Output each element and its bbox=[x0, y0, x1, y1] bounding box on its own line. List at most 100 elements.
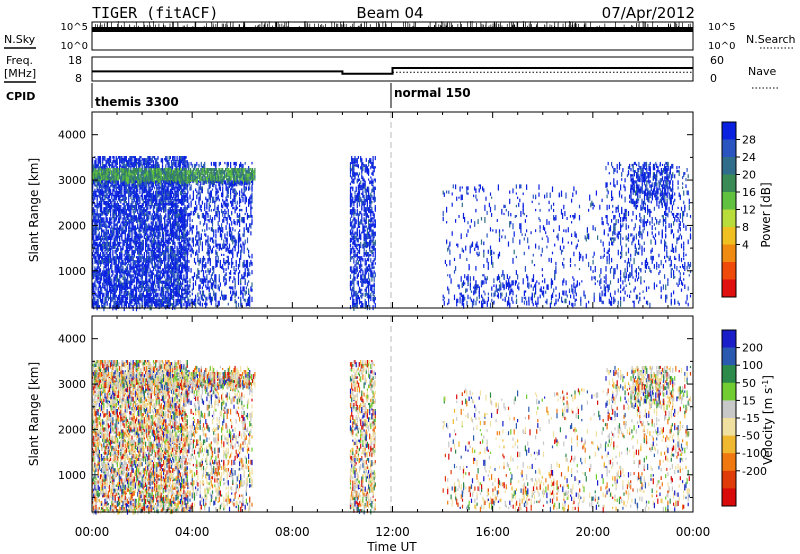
echo-cell bbox=[98, 276, 100, 280]
echo-cell bbox=[211, 296, 214, 302]
echo-cell bbox=[209, 215, 211, 220]
echo-cell bbox=[245, 196, 247, 203]
echo-cell bbox=[98, 294, 100, 300]
echo-cell bbox=[167, 166, 169, 169]
echo-cell bbox=[160, 270, 162, 274]
echo-cell bbox=[102, 198, 104, 202]
echo-cell bbox=[214, 204, 216, 211]
echo-cell bbox=[147, 233, 149, 236]
echo-cell bbox=[202, 223, 205, 227]
echo-cell bbox=[161, 158, 164, 163]
echo-cell bbox=[154, 241, 156, 247]
echo-cell bbox=[111, 182, 113, 186]
echo-cell bbox=[174, 290, 176, 297]
echo-cell bbox=[106, 274, 108, 279]
echo-cell bbox=[132, 278, 134, 284]
echo-cell bbox=[117, 229, 120, 236]
echo-cell bbox=[101, 188, 103, 193]
echo-cell bbox=[164, 223, 166, 230]
echo-cell bbox=[226, 245, 228, 251]
echo-cell bbox=[207, 235, 209, 240]
echo-cell bbox=[179, 190, 182, 196]
echo-cell bbox=[92, 243, 94, 249]
echo-cell bbox=[218, 278, 220, 283]
echo-cell bbox=[152, 194, 155, 198]
echo-cell bbox=[101, 276, 103, 281]
echo-cell bbox=[105, 268, 107, 273]
echo-cell bbox=[224, 243, 226, 249]
echo-cell bbox=[183, 166, 185, 169]
echo-cell bbox=[150, 301, 152, 306]
echo-cell bbox=[233, 290, 235, 295]
echo-cell bbox=[242, 219, 244, 224]
echo-cell bbox=[184, 284, 186, 290]
echo-cell bbox=[251, 270, 253, 275]
echo-cell bbox=[140, 172, 142, 179]
echo-cell bbox=[158, 184, 160, 188]
echo-cell bbox=[154, 256, 156, 261]
echo-cell bbox=[183, 198, 185, 204]
echo-cell bbox=[208, 292, 210, 296]
echo-cell bbox=[177, 252, 179, 257]
echo-cell bbox=[185, 235, 187, 241]
echo-cell bbox=[126, 168, 129, 172]
echo-cell bbox=[151, 286, 153, 291]
echo-cell bbox=[167, 198, 169, 203]
echo-cell bbox=[234, 166, 236, 170]
echo-cell bbox=[152, 272, 155, 275]
echo-cell bbox=[196, 190, 198, 193]
echo-cell bbox=[195, 302, 197, 309]
echo-cell bbox=[92, 160, 94, 165]
echo-cell bbox=[200, 186, 202, 190]
echo-cell bbox=[126, 213, 129, 219]
echo-cell bbox=[209, 278, 211, 283]
echo-cell bbox=[177, 290, 179, 295]
echo-cell bbox=[110, 164, 112, 167]
echo-cell bbox=[158, 225, 160, 230]
echo-cell bbox=[168, 274, 170, 279]
echo-cell bbox=[177, 296, 179, 303]
echo-cell bbox=[92, 286, 94, 293]
echo-cell bbox=[173, 192, 175, 198]
echo-cell bbox=[241, 276, 243, 280]
echo-cell bbox=[186, 282, 188, 287]
echo-cell bbox=[128, 162, 130, 167]
echo-cell bbox=[135, 231, 138, 236]
echo-cell bbox=[128, 235, 130, 241]
echo-cell bbox=[128, 233, 130, 238]
echo-cell bbox=[141, 301, 143, 306]
echo-cell bbox=[181, 235, 183, 240]
echo-cell bbox=[151, 296, 153, 303]
echo-cell bbox=[167, 196, 169, 201]
echo-cell bbox=[207, 249, 209, 256]
echo-cell bbox=[120, 262, 122, 268]
echo-cell bbox=[147, 288, 149, 295]
echo-cell bbox=[166, 194, 168, 201]
echo-cell bbox=[213, 290, 215, 297]
echo-cell bbox=[163, 194, 165, 199]
echo-cell bbox=[123, 290, 125, 295]
echo-cell bbox=[181, 282, 183, 286]
echo-cell bbox=[95, 303, 97, 308]
echo-cell bbox=[106, 213, 108, 216]
echo-cell bbox=[130, 237, 132, 243]
echo-cell bbox=[117, 180, 120, 187]
echo-cell bbox=[211, 247, 214, 254]
echo-cell bbox=[141, 190, 143, 196]
echo-cell bbox=[239, 212, 241, 218]
echo-cell bbox=[241, 182, 243, 186]
echo-cell bbox=[102, 256, 104, 260]
echo-cell bbox=[215, 284, 217, 289]
echo-cell bbox=[211, 284, 214, 291]
echo-cell bbox=[126, 256, 129, 259]
echo-cell bbox=[196, 204, 198, 211]
echo-cell bbox=[232, 280, 234, 284]
echo-cell bbox=[155, 158, 157, 161]
echo-cell bbox=[210, 296, 212, 300]
echo-cell bbox=[182, 288, 184, 292]
echo-cell bbox=[96, 298, 98, 305]
echo-cell bbox=[129, 233, 131, 237]
echo-cell bbox=[112, 288, 114, 293]
echo-cell bbox=[94, 298, 96, 305]
echo-cell bbox=[116, 221, 118, 228]
